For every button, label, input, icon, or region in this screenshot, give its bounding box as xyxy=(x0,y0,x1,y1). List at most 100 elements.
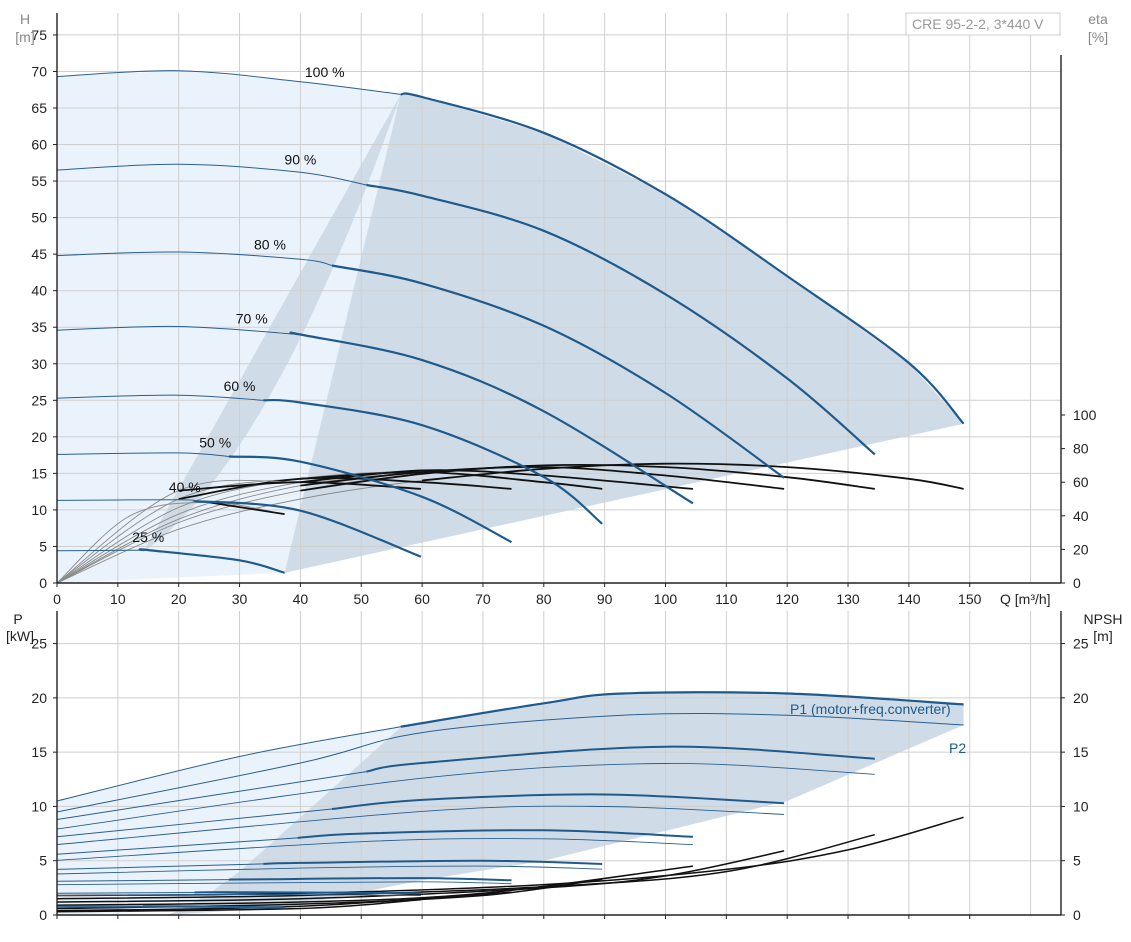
head-axes: 0510152025303540455055606570750204060801… xyxy=(31,13,1097,607)
head-curve-bold xyxy=(366,183,876,456)
head-tick-label: 5 xyxy=(39,538,47,554)
p2-curve xyxy=(56,865,603,875)
npsh-curve xyxy=(56,850,785,903)
flow-tick-label: 110 xyxy=(715,591,738,607)
eta-tick-label: 100 xyxy=(1073,407,1097,423)
p1-curve-thin xyxy=(56,892,195,894)
npsh-tick-label: 5 xyxy=(1073,853,1081,869)
flow-tick-label: 140 xyxy=(897,591,921,607)
speed-label: 100 % xyxy=(305,64,345,80)
flow-tick-label: 0 xyxy=(53,591,61,607)
flow-tick-label: 50 xyxy=(353,591,369,607)
p2-curve xyxy=(56,906,285,909)
p1-curve-bold xyxy=(142,905,285,909)
speed-label: 70 % xyxy=(236,310,268,326)
head-curve-thin xyxy=(56,549,143,552)
head-tick-label: 55 xyxy=(31,173,47,189)
power-axis-unit: [kW] xyxy=(6,628,34,644)
p1-curve-bold xyxy=(194,891,421,895)
npsh-tick-label: 10 xyxy=(1073,798,1089,814)
flow-tick-label: 40 xyxy=(293,591,309,607)
p1-curve-bold xyxy=(400,691,964,728)
head-curve-thin xyxy=(56,325,298,335)
power-tick-label: 25 xyxy=(31,636,47,652)
power-tick-label: 15 xyxy=(31,744,47,760)
head-tick-label: 45 xyxy=(31,246,47,262)
head-axis-symbol: H xyxy=(20,11,30,27)
head-curve-thin xyxy=(56,163,367,186)
head-tick-label: 35 xyxy=(31,319,47,335)
npsh-tick-label: 15 xyxy=(1073,744,1089,760)
head-curve-bold xyxy=(400,92,965,425)
flow-tick-label: 10 xyxy=(110,591,126,607)
npsh-curve xyxy=(56,891,512,912)
power-axis-symbol: P xyxy=(13,611,22,627)
model-label: CRE 95-2-2, 3*440 V xyxy=(912,16,1044,32)
p2-curve xyxy=(56,712,964,813)
head-axis-unit: [m] xyxy=(15,29,34,45)
head-tick-label: 20 xyxy=(31,429,47,445)
head-tick-label: 75 xyxy=(31,27,47,43)
power-tick-label: 10 xyxy=(31,798,47,814)
head-curve-bold xyxy=(289,331,694,505)
p1-curve-bold xyxy=(331,793,785,810)
flow-tick-label: 100 xyxy=(654,591,678,607)
power-axes: 0 5 10 15 20 25 0 5 10 15 20 25 xyxy=(31,611,1089,923)
npsh-tick-label: 20 xyxy=(1073,690,1089,706)
eta-curve-bold xyxy=(300,466,785,490)
head-curve-thin xyxy=(56,251,333,266)
speed-label: 90 % xyxy=(284,151,316,167)
eta-tick-label: 0 xyxy=(1073,575,1081,591)
npsh-curve xyxy=(56,833,875,900)
model-label-box: CRE 95-2-2, 3*440 V xyxy=(905,12,1061,36)
speed-label: 80 % xyxy=(254,236,286,252)
eta-tick-label: 60 xyxy=(1073,474,1089,490)
head-tick-label: 10 xyxy=(31,502,47,518)
flow-tick-label: 120 xyxy=(776,591,800,607)
npsh-tick-label: 0 xyxy=(1073,907,1081,923)
head-tick-label: 70 xyxy=(31,63,47,79)
dark-power-zone xyxy=(166,693,964,915)
head-tick-label: 40 xyxy=(31,283,47,299)
p1-curve-bold xyxy=(263,859,603,865)
flow-tick-label: 150 xyxy=(958,591,982,607)
head-curve-bold xyxy=(228,455,513,544)
p1-curve-thin xyxy=(56,771,367,820)
eta-axis-unit: [%] xyxy=(1088,29,1108,45)
p1-curve-thin xyxy=(56,863,264,870)
head-tick-label: 30 xyxy=(31,356,47,372)
p2-curve xyxy=(56,881,512,886)
eta-curve-bold xyxy=(208,501,285,515)
p2-curve xyxy=(56,805,785,846)
head-curve-thin xyxy=(56,499,195,502)
dark-operating-zone xyxy=(142,94,964,573)
speed-label: 25 % xyxy=(132,529,164,545)
power-tick-label: 20 xyxy=(31,690,47,706)
p1-curve-thin xyxy=(56,879,229,882)
flow-tick-label: 30 xyxy=(232,591,248,607)
speed-label: 50 % xyxy=(199,435,231,451)
p1-curve-bold xyxy=(297,829,693,839)
head-tick-label: 15 xyxy=(31,465,47,481)
head-curves xyxy=(56,70,965,574)
npsh-tick-label: 25 xyxy=(1073,636,1089,652)
speed-labels: 100 % 90 % 80 % 70 % 60 % 50 % 40 % 25 % xyxy=(132,64,344,545)
head-tick-label: 0 xyxy=(39,575,47,591)
power-area xyxy=(57,693,964,915)
p2-curve-label: P2 xyxy=(949,740,966,756)
eta-curve-bold xyxy=(300,471,603,490)
p2-curve xyxy=(56,763,875,830)
head-tick-label: 50 xyxy=(31,210,47,226)
speed-label: 40 % xyxy=(169,479,201,495)
flow-tick-label: 20 xyxy=(171,591,187,607)
head-panel: 100 % 90 % 80 % 70 % 60 % 50 % 40 % 25 % 0 5 10 15… xyxy=(31,13,1097,607)
head-tick-label: 60 xyxy=(31,137,47,153)
flow-tick-label: 90 xyxy=(597,591,613,607)
power-tick-label: 5 xyxy=(39,853,47,869)
head-curve-bold xyxy=(138,548,285,574)
power-curves xyxy=(56,691,964,909)
speed-label: 60 % xyxy=(224,378,256,394)
eta-tick-label: 80 xyxy=(1073,441,1089,457)
head-curve-thin xyxy=(56,70,401,95)
power-tick-label: 0 xyxy=(39,907,47,923)
